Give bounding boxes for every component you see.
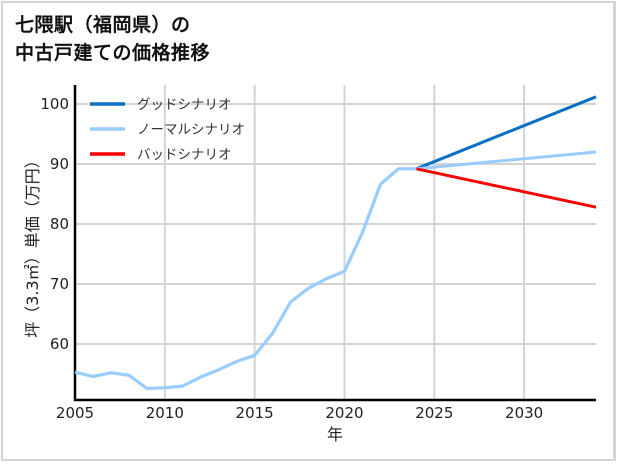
y-tick-label: 100 — [40, 95, 69, 113]
x-tick-label: 2010 — [146, 404, 184, 422]
y-axis-label: 坪（3.3㎡）単価（万円） — [23, 152, 42, 337]
legend-label-0: グッドシナリオ — [137, 97, 232, 113]
x-axis-label: 年 — [327, 425, 343, 444]
x-tick-label: 2015 — [236, 404, 274, 422]
y-tick-label: 70 — [50, 275, 69, 293]
legend-label-2: バッドシナリオ — [137, 147, 232, 163]
x-tick-label: 2025 — [415, 404, 453, 422]
series-line-1 — [416, 150, 597, 171]
chart-frame — [1, 1, 616, 461]
x-tick-label: 2030 — [505, 404, 543, 422]
x-tick-label: 2020 — [325, 404, 363, 422]
history-line — [74, 167, 417, 390]
y-tick-label: 80 — [50, 215, 69, 233]
legend-label-1: ノーマルシナリオ — [137, 122, 245, 138]
series-line-2 — [416, 167, 597, 209]
chart-title: 七隈駅（福岡県）の 中古戸建ての価格推移 — [15, 11, 210, 67]
x-tick-label: 2005 — [56, 404, 94, 422]
series-line-0 — [415, 95, 597, 171]
y-tick-label: 90 — [50, 155, 69, 173]
y-tick-label: 60 — [50, 335, 69, 353]
chart-title-line2: 中古戸建ての価格推移 — [15, 42, 211, 64]
chart-title-line1: 七隈駅（福岡県）の — [15, 14, 191, 36]
